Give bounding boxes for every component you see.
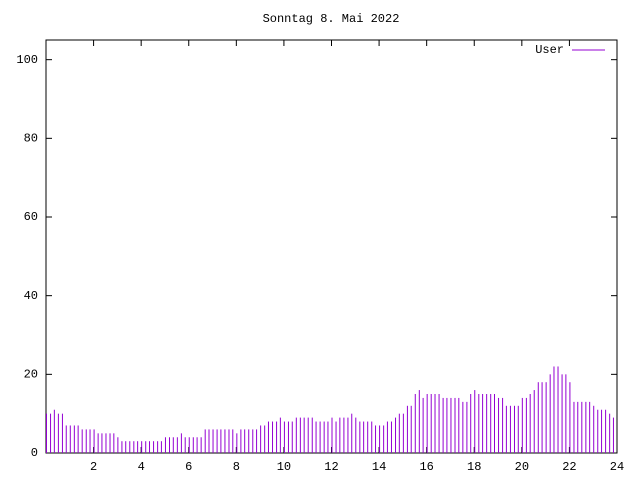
- y-tick-label: 80: [24, 132, 38, 146]
- x-tick-label: 20: [515, 460, 529, 474]
- x-tick-label: 22: [562, 460, 576, 474]
- y-tick-label: 20: [24, 368, 38, 382]
- chart-title: Sonntag 8. Mai 2022: [263, 12, 400, 26]
- x-tick-label: 24: [610, 460, 624, 474]
- x-tick-label: 4: [138, 460, 145, 474]
- y-tick-label: 40: [24, 289, 38, 303]
- y-tick-label: 100: [16, 53, 38, 67]
- x-tick-label: 16: [419, 460, 433, 474]
- x-tick-label: 8: [233, 460, 240, 474]
- x-tick-label: 12: [324, 460, 338, 474]
- x-tick-label: 14: [372, 460, 386, 474]
- x-tick-label: 6: [185, 460, 192, 474]
- plot-border: [45, 39, 618, 454]
- legend-label: User: [535, 43, 564, 57]
- y-tick-label: 0: [31, 446, 38, 460]
- x-tick-label: 18: [467, 460, 481, 474]
- y-tick-label: 60: [24, 210, 38, 224]
- x-tick-label: 2: [90, 460, 97, 474]
- x-tick-label: 10: [277, 460, 291, 474]
